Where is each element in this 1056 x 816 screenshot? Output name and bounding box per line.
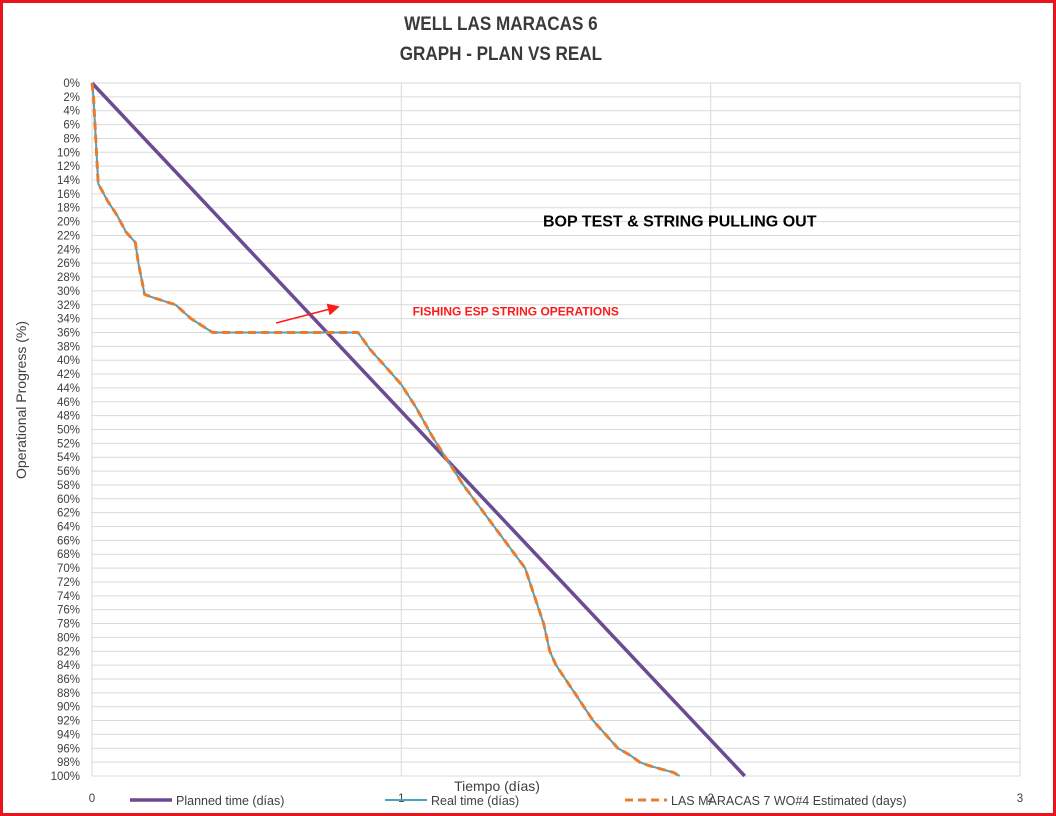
y-tick-label: 68% — [57, 549, 80, 561]
y-tick-label: 76% — [57, 605, 80, 617]
y-tick-label: 4% — [63, 106, 80, 118]
y-tick-label: 26% — [57, 258, 80, 270]
y-tick-label: 70% — [57, 563, 80, 575]
y-tick-label: 44% — [57, 383, 80, 395]
y-tick-label: 32% — [57, 300, 80, 312]
y-tick-label: 36% — [57, 327, 80, 339]
y-tick-label: 8% — [63, 133, 80, 145]
y-tick-label: 58% — [57, 480, 80, 492]
y-tick-label: 56% — [57, 466, 80, 478]
y-tick-label: 92% — [57, 716, 80, 728]
legend-planned-label: Planned time (días) — [176, 794, 284, 808]
y-tick-label: 62% — [57, 508, 80, 520]
chart-subtitle: GRAPH - PLAN VS REAL — [399, 44, 603, 65]
y-tick-label: 82% — [57, 646, 80, 658]
y-tick-label: 20% — [57, 217, 80, 229]
y-tick-label: 74% — [57, 591, 80, 603]
y-tick-label: 64% — [57, 522, 80, 534]
y-tick-label: 90% — [57, 702, 80, 714]
y-tick-label: 30% — [57, 286, 80, 298]
plot-area — [91, 82, 1021, 777]
y-tick-label: 24% — [57, 244, 80, 256]
y-axis-title: Operational Progress (%) — [13, 321, 29, 479]
y-tick-label: 18% — [57, 203, 80, 215]
y-tick-label: 98% — [57, 757, 80, 769]
y-tick-label: 66% — [57, 535, 80, 547]
chart-title: WELL LAS MARACAS 6 — [404, 14, 598, 35]
y-tick-label: 6% — [63, 120, 80, 132]
annotation-arrow — [275, 303, 340, 324]
y-tick-label: 0% — [63, 78, 80, 90]
y-tick-label: 14% — [57, 175, 80, 187]
y-tick-label: 88% — [57, 688, 80, 700]
y-tick-label: 52% — [57, 438, 80, 450]
y-tick-label: 10% — [57, 147, 80, 159]
x-tick-label: 0 — [89, 793, 95, 805]
y-tick-label: 50% — [57, 425, 80, 437]
estimated-time-line — [90, 82, 681, 778]
y-tick-label: 60% — [57, 494, 80, 506]
y-tick-label: 96% — [57, 743, 80, 755]
y-tick-label: 12% — [57, 161, 80, 173]
y-tick-label: 2% — [63, 92, 80, 104]
y-tick-label: 34% — [57, 314, 80, 326]
y-tick-label: 16% — [57, 189, 80, 201]
y-tick-label: 22% — [57, 230, 80, 242]
annotation-bop-test: BOP TEST & STRING PULLING OUT — [543, 214, 817, 231]
y-tick-label: 72% — [57, 577, 80, 589]
legend-real-label: Real time (días) — [431, 794, 519, 808]
planned-time-line — [90, 81, 746, 778]
legend-estimated-label: LAS MARACAS 7 WO#4 Estimated (days) — [671, 794, 907, 808]
y-tick-label: 100% — [51, 771, 80, 783]
x-tick-label: 2 — [707, 793, 713, 805]
y-tick-label: 94% — [57, 729, 80, 741]
x-axis-title: Tiempo (días) — [454, 778, 540, 794]
y-tick-label: 80% — [57, 632, 80, 644]
y-tick-label: 78% — [57, 619, 80, 631]
x-tick-label: 3 — [1017, 793, 1023, 805]
y-tick-label: 42% — [57, 369, 80, 381]
y-tick-label: 48% — [57, 411, 80, 423]
y-tick-label: 54% — [57, 452, 80, 464]
y-tick-label: 84% — [57, 660, 80, 672]
annotation-fishing-esp: FISHING ESP STRING OPERATIONS — [413, 305, 619, 319]
y-tick-label: 28% — [57, 272, 80, 284]
y-tick-label: 46% — [57, 397, 80, 409]
y-tick-label: 38% — [57, 341, 80, 353]
y-tick-label: 86% — [57, 674, 80, 686]
y-tick-label: 40% — [57, 355, 80, 367]
